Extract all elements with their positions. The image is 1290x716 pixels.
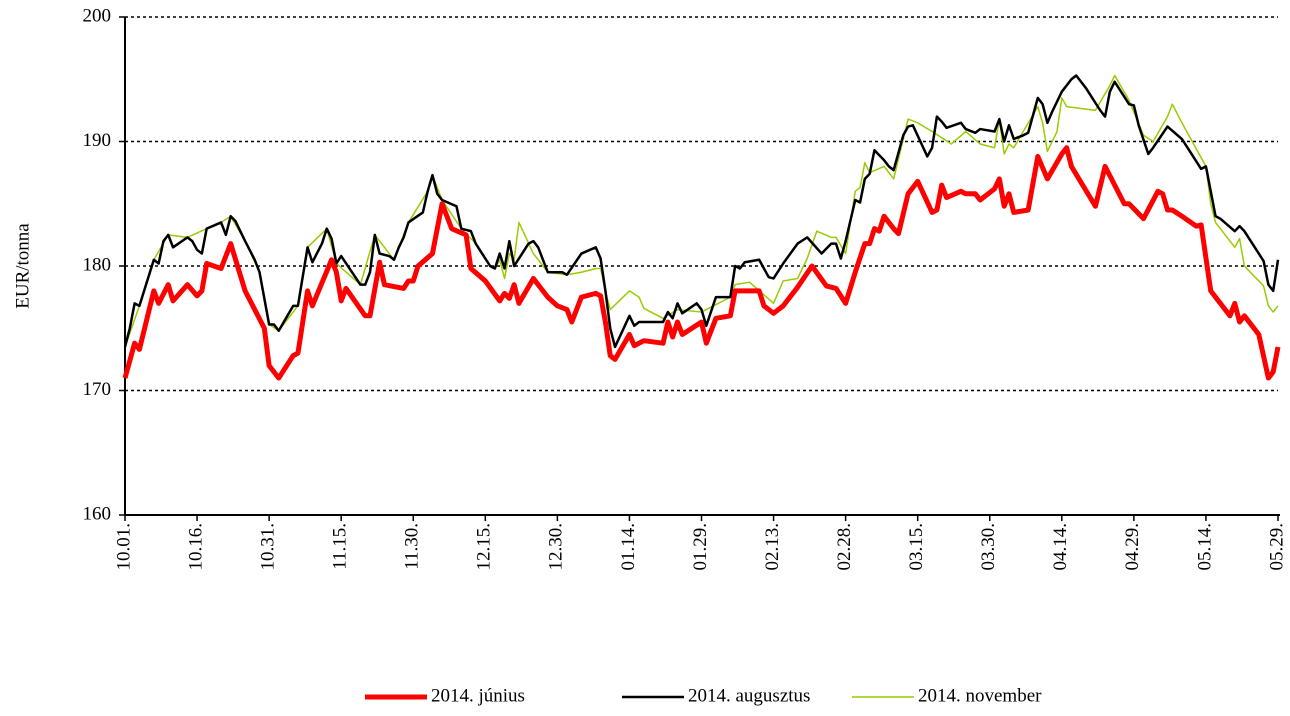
x-tick-label: 04.14. [1050, 523, 1071, 571]
series-line [122, 145, 1281, 381]
x-tick-label: 12.15. [474, 523, 495, 571]
y-tick-label: 190 [83, 130, 112, 151]
legend-label: 2014. augusztus [688, 685, 810, 706]
x-tick-label: 04.29. [1122, 523, 1143, 571]
x-tick-label: 10.31. [257, 523, 278, 571]
x-tick-label: 11.15. [330, 523, 351, 570]
y-tick-label: 180 [83, 254, 112, 275]
legend-label: 2014. november [918, 685, 1042, 706]
x-tick-label: 03.30. [978, 523, 999, 571]
x-tick-label: 11.30. [402, 523, 423, 570]
x-tick-label: 05.29. [1266, 523, 1287, 571]
y-tick-label: 170 [83, 379, 112, 400]
legend-label: 2014. június [431, 685, 525, 706]
x-tick-label: 01.14. [618, 523, 639, 571]
x-tick-label: 02.13. [762, 523, 783, 571]
x-tick-label: 02.28. [834, 523, 855, 571]
x-tick-label: 10.16. [185, 523, 206, 571]
x-tick-label: 01.29. [690, 523, 711, 571]
x-tick-label: 05.14. [1194, 523, 1215, 571]
series-line [123, 74, 1280, 349]
series-line [124, 74, 1279, 348]
x-tick-label: 10.01. [113, 523, 134, 571]
x-tick-label: 12.30. [546, 523, 567, 571]
y-tick-label: 160 [83, 503, 112, 524]
x-tick-label: 03.15. [906, 523, 927, 571]
y-axis-label: EUR/tonna [12, 223, 33, 309]
y-tick-label: 200 [83, 5, 112, 26]
